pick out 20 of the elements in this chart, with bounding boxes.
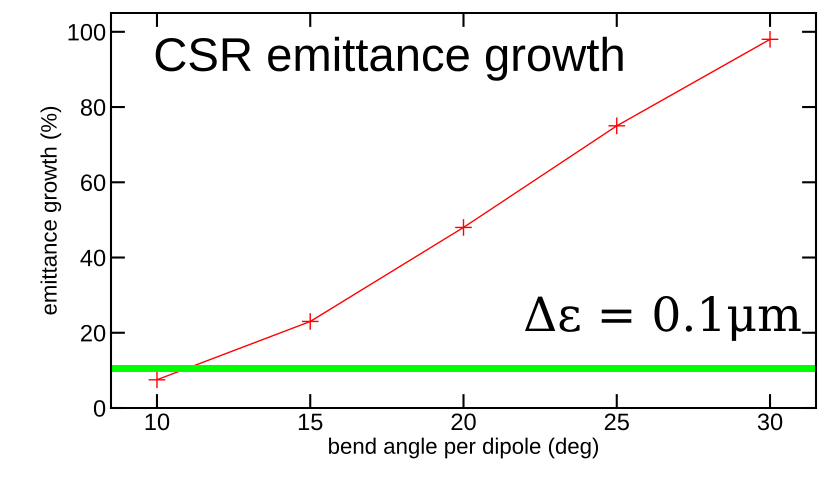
point xyxy=(454,218,473,236)
point xyxy=(608,116,626,135)
y-tick-label: 40 xyxy=(80,250,106,266)
x-tick-label: 20 xyxy=(452,413,476,430)
y-tick-label: 80 xyxy=(80,99,106,116)
point xyxy=(148,370,166,389)
point xyxy=(301,312,320,331)
y-tick-label: 0 xyxy=(94,400,106,417)
x-tick-label: 25 xyxy=(604,413,629,430)
x-axis-title: bend angle per dipole (deg) xyxy=(329,438,598,458)
annotation: Δε = 0.1μm xyxy=(524,296,801,341)
x-tick-label: 15 xyxy=(298,414,322,430)
x-tick-label: 30 xyxy=(758,413,782,430)
point xyxy=(760,30,780,48)
y-tick-label: 20 xyxy=(81,324,106,342)
y-tick-label: 100 xyxy=(68,24,106,41)
y-axis-title: emittance growth (%) xyxy=(40,106,62,315)
y-tick-label: 60 xyxy=(81,174,106,192)
annotation: CSR emittance growth xyxy=(156,36,623,81)
x-tick-label: 10 xyxy=(146,413,170,430)
